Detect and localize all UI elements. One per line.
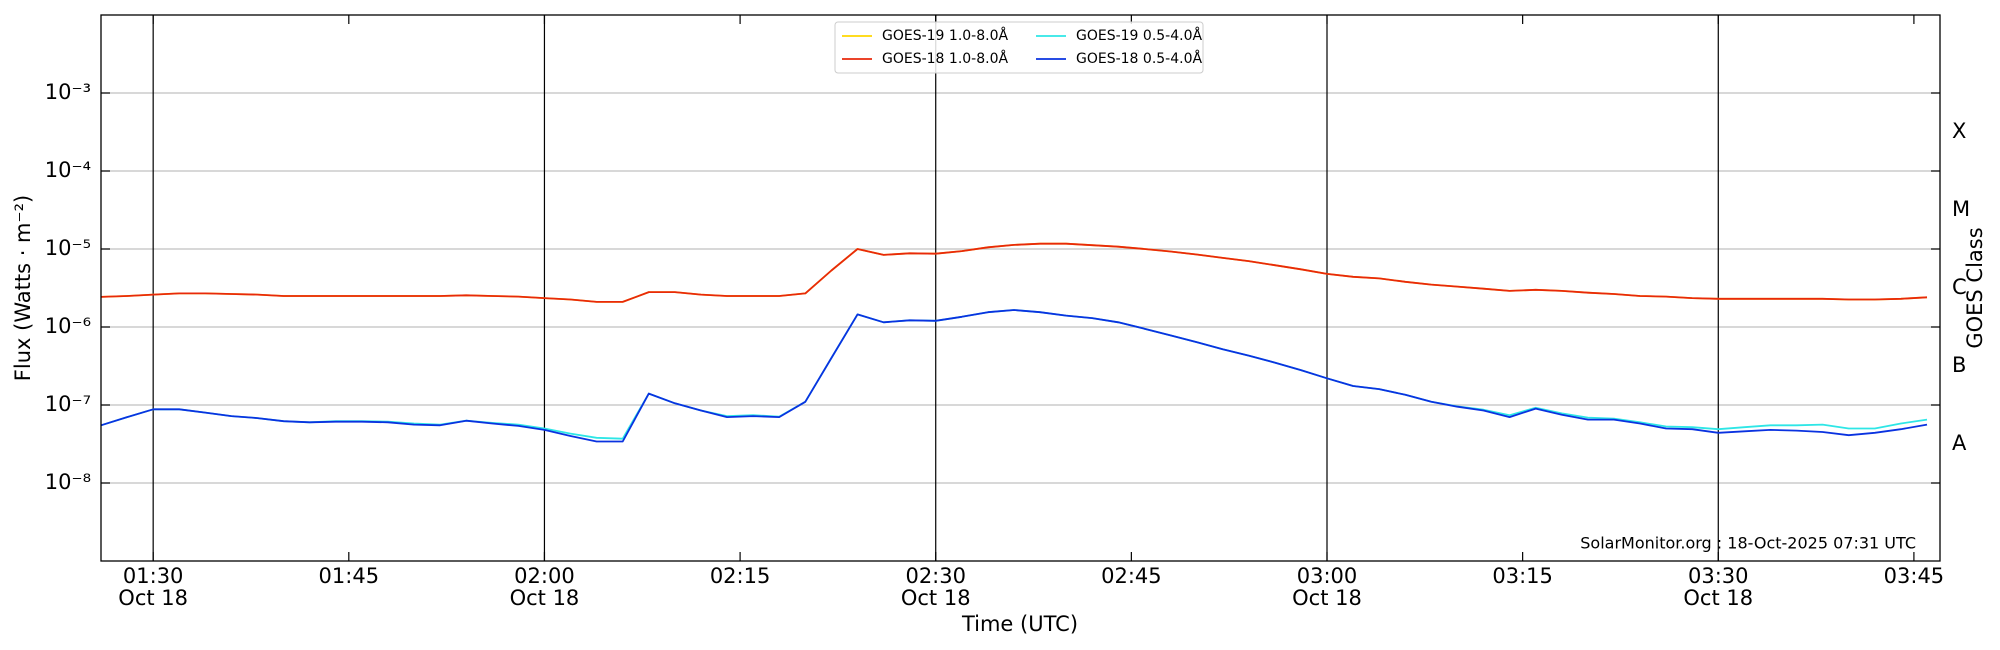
y2-axis-label: GOES Class [1963, 227, 1987, 348]
x-tick-date: Oct 18 [118, 586, 188, 610]
y-axis-label: Flux (Watts · m⁻²) [11, 195, 35, 381]
x-tick-label: 02:30 [905, 564, 966, 588]
x-tick-label: 01:45 [319, 564, 380, 588]
x-tick-label: 02:45 [1101, 564, 1162, 588]
annotation: SolarMonitor.org : 18-Oct-2025 07:31 UTC [1580, 534, 1916, 553]
x-tick-label: 02:00 [514, 564, 575, 588]
plot-frame [100, 14, 1941, 562]
y-tick-label: 10⁻⁷ [45, 392, 91, 416]
y2-tick-label: B [1952, 353, 1966, 377]
y2-tick-label: M [1952, 197, 1970, 221]
x-tick-label: 02:15 [710, 564, 771, 588]
x-axis-label: Time (UTC) [961, 612, 1078, 636]
legend-label: GOES-18 1.0-8.0Å [882, 50, 1008, 67]
y-tick-label: 10⁻⁸ [45, 470, 91, 494]
legend-label: GOES-19 0.5-4.0Å [1076, 27, 1202, 44]
series-line [100, 309, 1928, 443]
x-tick-label: 03:15 [1492, 564, 1553, 588]
x-tick-date: Oct 18 [1683, 586, 1753, 610]
y2-tick-label: C [1952, 275, 1967, 299]
series-line [100, 242, 1928, 303]
legend-box [834, 21, 1204, 74]
x-tick-label: 03:30 [1688, 564, 1749, 588]
y2-tick-label: A [1952, 431, 1967, 455]
y-tick-label: 10⁻⁶ [45, 314, 91, 338]
y2-tick-label: X [1952, 119, 1966, 143]
x-tick-label: 03:45 [1884, 564, 1945, 588]
x-tick-label: 03:00 [1297, 564, 1358, 588]
legend-label: GOES-18 0.5-4.0Å [1076, 50, 1202, 67]
x-tick-date: Oct 18 [901, 586, 971, 610]
y-tick-label: 10⁻⁴ [45, 158, 91, 182]
x-tick-date: Oct 18 [1292, 586, 1362, 610]
x-tick-date: Oct 18 [510, 586, 580, 610]
legend-label: GOES-19 1.0-8.0Å [882, 27, 1008, 44]
y-tick-label: 10⁻⁵ [45, 236, 91, 260]
x-tick-label: 01:30 [123, 564, 184, 588]
y-tick-label: 10⁻³ [45, 80, 91, 104]
